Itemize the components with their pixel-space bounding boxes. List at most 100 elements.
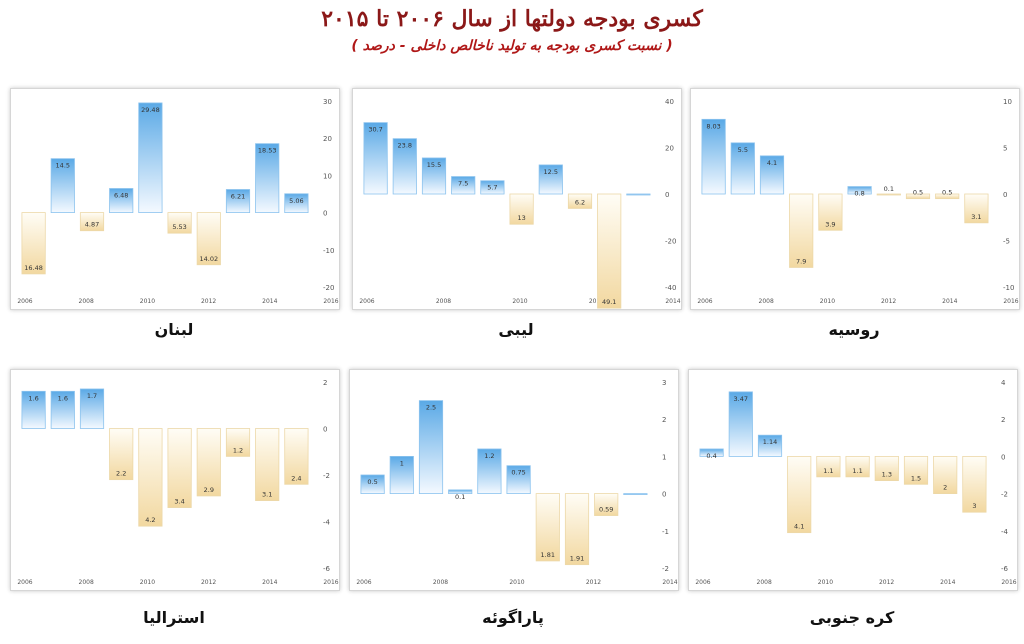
bar-value-label: 1 <box>400 459 404 467</box>
country-label-libya: لیبی <box>498 320 534 339</box>
y-tick-label: 0 <box>1003 191 1007 199</box>
bar <box>730 142 755 195</box>
bar-value-label: 18.53 <box>258 147 277 155</box>
chart-title: کسری بودجه دولتها از سال ۲۰۰۶ تا ۲۰۱۵ <box>321 6 703 32</box>
bar-value-label: 0.1 <box>455 493 465 501</box>
bar <box>255 428 280 501</box>
chart-svg-libya: 40 20 0 -20 -40 2006 2008 2010 2012 2014 30.7 23.8 1… <box>359 98 681 309</box>
bar <box>167 428 192 508</box>
bar <box>597 193 622 309</box>
bar-value-label: 1.6 <box>28 394 38 402</box>
bar <box>196 212 221 266</box>
x-tick-label: 2016 <box>1001 579 1016 586</box>
bar-value-label: 1.91 <box>570 555 584 563</box>
x-tick-label: 2012 <box>589 298 604 305</box>
x-tick-label: 2010 <box>140 298 155 305</box>
x-tick-label: 2010 <box>512 298 527 305</box>
x-tick-label: 2014 <box>262 579 277 586</box>
bar <box>567 193 593 209</box>
bar <box>845 456 870 478</box>
bar <box>451 176 476 195</box>
bar <box>109 428 134 481</box>
bar <box>874 456 899 481</box>
y-tick-label: -10 <box>323 247 334 255</box>
bar-value-label: 2.5 <box>426 404 436 412</box>
y-tick-label: -2 <box>1001 491 1008 499</box>
x-tick-label: 2008 <box>759 298 774 305</box>
bar <box>421 157 447 195</box>
bar-value-label: 0.8 <box>854 190 864 198</box>
bar-value-label: 6.2 <box>575 198 585 206</box>
y-tick-label: -4 <box>1001 528 1009 536</box>
bar-value-label: 7.5 <box>458 180 468 188</box>
y-tick-label: 2 <box>1001 416 1005 424</box>
bar-value-label: 49.1 <box>602 298 616 306</box>
x-tick-label: 2008 <box>433 579 448 586</box>
bar <box>933 456 958 495</box>
chart-panel-lebanon: 30 20 10 0 -10 -20 2006 2008 2010 2012 2014 2016 16.… <box>10 88 340 310</box>
bar-value-label: 4.2 <box>145 516 155 524</box>
bar <box>759 155 785 195</box>
chart-panel-libya: 40 20 0 -20 -40 2006 2008 2010 2012 2014 30.7 23.8 1… <box>352 88 682 310</box>
bar-value-label: 1.1 <box>852 467 862 475</box>
bar-value-label: 5.5 <box>738 146 748 154</box>
y-tick-label: 0 <box>323 426 327 434</box>
bar <box>21 390 46 429</box>
country-label-paraguay: پاراگوئه <box>482 608 544 627</box>
bar <box>196 428 221 497</box>
bar <box>728 391 753 457</box>
bar-value-label: 1.1 <box>823 467 833 475</box>
x-tick-label: 2010 <box>509 579 524 586</box>
bar <box>538 164 563 195</box>
bar <box>389 456 414 495</box>
bar-value-label: 14.02 <box>199 255 218 263</box>
bar <box>284 193 309 214</box>
bar <box>363 122 388 195</box>
bar-value-label: 16.48 <box>24 264 43 272</box>
bar-value-label: 6.48 <box>114 191 128 199</box>
y-tick-label: -1 <box>662 528 669 536</box>
y-tick-label: 3 <box>662 379 666 387</box>
y-tick-label: -20 <box>665 238 676 246</box>
bar-value-label: 1.3 <box>882 471 892 479</box>
chart-svg-russia: 10 5 0 -5 -10 2006 2008 2010 2012 2014 2016 8.03 5.5… <box>697 98 1018 305</box>
bar-value-label: 0.5 <box>942 189 952 197</box>
bar <box>935 193 960 200</box>
bar <box>480 180 505 195</box>
y-tick-label: 30 <box>323 98 332 106</box>
bar-value-label: 2.9 <box>204 486 214 494</box>
bar <box>50 158 75 214</box>
chart-svg-australia: 2 0 -2 -4 -6 2006 2008 2010 2012 2014 2016 1.6 1.6 1.… <box>17 379 338 586</box>
bar <box>876 193 901 196</box>
x-tick-label: 2006 <box>356 579 371 586</box>
bar-value-label: 1.81 <box>541 551 555 559</box>
bar <box>509 193 534 225</box>
x-tick-label: 2012 <box>201 579 216 586</box>
y-tick-label: -10 <box>1003 284 1014 292</box>
bar <box>138 428 163 527</box>
bar <box>818 193 843 231</box>
y-tick-label: -6 <box>323 565 331 573</box>
chart-panel-paraguay: 3 2 1 0 -1 -2 2006 2008 2010 2012 2014 0.5 1 2.5 0.1 1.… <box>349 369 679 591</box>
bar-value-label: 2 <box>943 484 947 492</box>
bar <box>392 138 417 195</box>
bar-value-label: 3 <box>972 502 976 510</box>
bar-value-label: 7.9 <box>796 257 806 265</box>
y-tick-label: -20 <box>323 284 334 292</box>
country-label-russia: روسیه <box>828 320 880 339</box>
y-tick-label: 0 <box>1001 453 1005 461</box>
bar <box>79 388 105 429</box>
y-tick-label: 0 <box>323 210 327 218</box>
x-tick-label: 2016 <box>1003 298 1018 305</box>
bar-value-label: 0.59 <box>599 506 613 514</box>
y-tick-label: 2 <box>323 379 327 387</box>
bar <box>535 493 560 562</box>
bar <box>79 212 105 232</box>
bar <box>626 193 651 196</box>
chart-panel-russia: 10 5 0 -5 -10 2006 2008 2010 2012 2014 2016 8.03 5.5… <box>690 88 1020 310</box>
bar-value-label: 1.2 <box>484 452 494 460</box>
x-tick-label: 2014 <box>940 579 955 586</box>
country-label-south-korea: کره جنوبی <box>809 608 895 627</box>
bar-value-label: 3.4 <box>174 498 184 506</box>
bar <box>418 400 444 495</box>
